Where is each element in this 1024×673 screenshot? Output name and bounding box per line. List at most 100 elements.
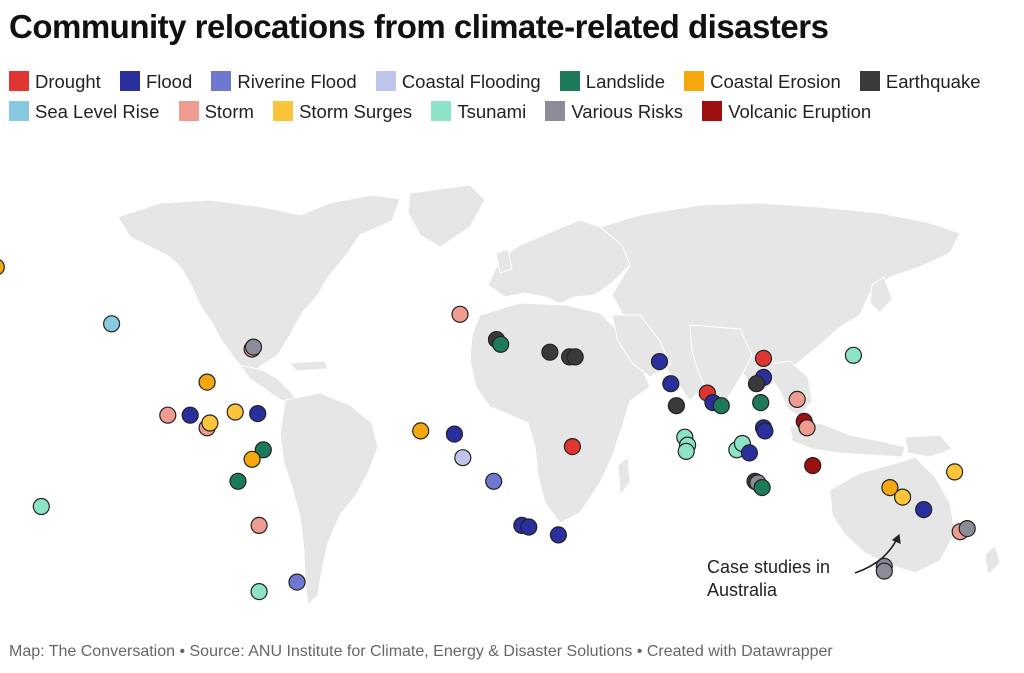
legend-item-coastal-erosion: Coastal Erosion [684,71,841,92]
marker-landslide[interactable] [492,335,510,353]
legend-item-coastal-flooding: Coastal Flooding [375,71,541,92]
marker-storm-surges[interactable] [226,403,244,421]
marker-coastal-erosion[interactable] [881,479,899,497]
legend-swatch [859,71,880,91]
marker-earthquake[interactable] [566,348,584,366]
marker-sea-level[interactable] [102,315,121,333]
legend-item-drought: Drought [9,71,101,92]
legend-label: Earthquake [885,71,981,92]
legend-label: Coastal Flooding [401,71,541,92]
caribbean-shape [289,360,329,372]
marker-flood[interactable] [445,425,463,443]
annotation-australia: Case studies in Australia [707,557,831,600]
legend-item-tsunami: Tsunami [431,101,526,122]
marker-flood[interactable] [549,526,568,544]
legend-item-storm-surges: Storm Surges [273,101,412,122]
marker-coastal-erosion[interactable] [198,373,216,391]
marker-volcanic[interactable] [804,457,822,475]
marker-storm[interactable] [250,516,268,534]
marker-coastal-erosion[interactable] [0,259,5,275]
legend-label: Landslide [585,71,665,92]
legend-swatch [9,71,29,91]
world-map [0,184,1001,607]
marker-flood[interactable] [915,501,933,519]
marker-earthquake[interactable] [747,375,766,393]
marker-landslide[interactable] [752,394,770,412]
marker-landslide[interactable] [753,479,771,497]
marker-flood[interactable] [650,353,669,371]
marker-various[interactable] [875,562,893,580]
indonesia-shape [789,422,906,458]
marker-flood[interactable] [249,405,267,423]
legend-label: Riverine Flood [237,71,357,92]
marker-flood[interactable] [662,375,680,393]
legend-label: Various Risks [571,101,684,122]
japan-shape [869,276,893,314]
legend-item-riverine-flood: Riverine Flood [211,71,357,92]
north-america-shape [117,194,401,378]
marker-flood[interactable] [740,444,759,462]
marker-riverine[interactable] [485,472,503,490]
legend-swatch [545,101,566,121]
marker-storm[interactable] [159,406,177,424]
legend-item-various-risks: Various Risks [545,101,683,122]
legend-item-volcanic-eruption: Volcanic Eruption [702,101,871,122]
marker-various[interactable] [244,338,263,356]
legend-swatch [9,101,29,121]
greenland-shape [407,184,486,248]
footer-credits: Map: The Conversation • Source: ANU Inst… [9,643,833,660]
marker-drought[interactable] [563,438,582,456]
marker-drought[interactable] [754,349,773,367]
map-title: Community relocations from climate-relat… [9,8,829,45]
legend-swatch [375,71,396,91]
png-shape [904,434,953,458]
australia-shape [829,456,956,574]
legend-label: Storm [204,101,254,122]
legend-item-earthquake: Earthquake [859,71,981,92]
marker-earthquake[interactable] [667,397,686,415]
marker-riverine[interactable] [288,573,306,591]
legend-label: Coastal Erosion [710,71,841,92]
marker-storm[interactable] [798,419,816,437]
legend: Drought Flood Riverine Flood Coastal Flo… [9,67,1009,127]
annotation-arrowhead [891,533,901,544]
marker-landslide[interactable] [229,472,247,490]
marker-landslide[interactable] [254,441,272,459]
legend-swatch [431,101,452,121]
marker-storm-surges[interactable] [945,463,964,481]
marker-storm-surges[interactable] [893,488,912,506]
marker-storm[interactable] [451,305,469,323]
marker-tsunami[interactable] [32,497,50,516]
marker-coastal-flooding[interactable] [454,449,472,467]
legend-item-landslide: Landslide [559,71,665,92]
marker-flood[interactable] [520,518,538,536]
legend-label: Storm Surges [299,101,413,122]
land-masses [117,184,1001,607]
legend-label: Tsunami [457,101,527,122]
legend-swatch [119,71,140,91]
marker-storm[interactable] [788,390,806,408]
marker-various[interactable] [958,520,976,538]
uk-shape [495,248,513,274]
south-america-shape [279,392,379,607]
legend-swatch [178,101,199,121]
marker-storm-surges[interactable] [201,414,219,432]
marker-flood[interactable] [181,406,199,424]
marker-coastal-erosion[interactable] [412,422,430,440]
madagascar-shape [617,456,631,497]
legend-swatch [702,101,723,121]
legend-item-sea-level-rise: Sea Level Rise [9,101,159,122]
marker-tsunami[interactable] [844,346,863,364]
marker-coastal-erosion[interactable] [243,450,261,468]
marker-earthquake[interactable] [541,343,559,361]
legend-label: Volcanic Eruption [728,101,872,122]
legend-swatch [273,101,294,121]
marker-tsunami[interactable] [677,442,695,460]
legend-item-storm: Storm [178,101,254,122]
europe-shape [487,219,631,304]
marker-tsunami[interactable] [250,583,268,601]
marker-flood[interactable] [756,422,774,440]
marker-landslide[interactable] [712,397,730,415]
legend-item-flood: Flood [119,71,193,92]
legend-label: Flood [145,71,193,92]
